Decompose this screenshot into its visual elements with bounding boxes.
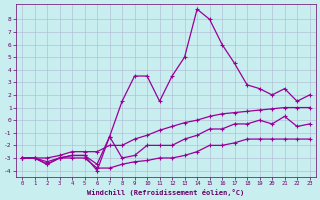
X-axis label: Windchill (Refroidissement éolien,°C): Windchill (Refroidissement éolien,°C) (87, 189, 244, 196)
